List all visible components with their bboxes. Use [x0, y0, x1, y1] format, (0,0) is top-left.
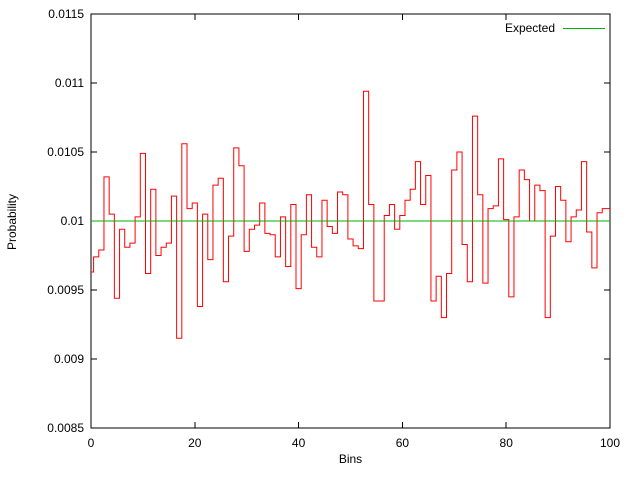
y-tick-label: 0.0115 [48, 7, 84, 21]
y-tick-label: 0.0105 [47, 145, 84, 159]
x-axis-title: Bins [338, 452, 363, 466]
y-axis-title: Probability [5, 193, 19, 251]
x-tick-label: 80 [500, 436, 514, 450]
y-tick-label: 0.0095 [47, 283, 84, 297]
observed-step-line [91, 90, 610, 339]
x-tick-label: 40 [292, 436, 306, 450]
y-tick-label: 0.0085 [47, 421, 84, 435]
legend-line-sample-expected [563, 27, 605, 29]
x-tick-label: 0 [88, 436, 95, 450]
legend: Expected [455, 22, 605, 34]
x-tick-label: 60 [396, 436, 410, 450]
legend-label-expected: Expected [504, 21, 555, 35]
y-tick-label: 0.01 [61, 214, 85, 228]
y-tick-label: 0.011 [55, 76, 84, 90]
x-tick-label: 20 [188, 436, 202, 450]
x-tick-label: 100 [600, 436, 620, 450]
y-tick-label: 0.009 [54, 352, 84, 366]
